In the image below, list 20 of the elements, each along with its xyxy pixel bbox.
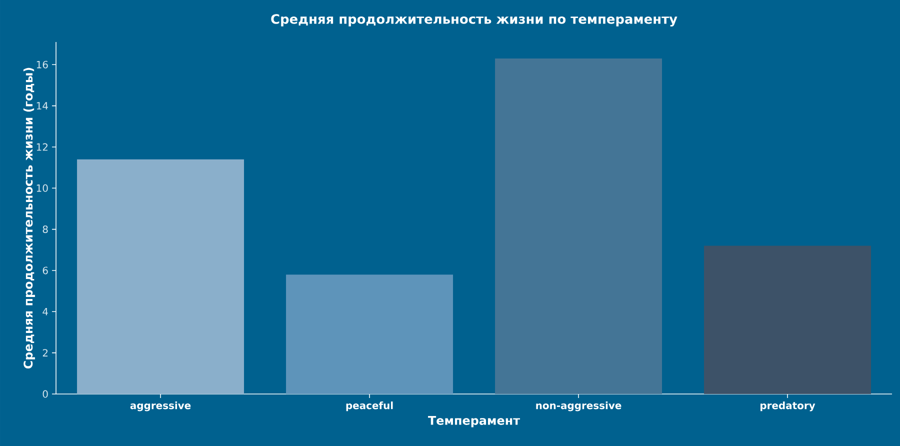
y-tick-label: 4 [42, 308, 48, 316]
y-tick-label: 2 [42, 349, 48, 357]
chart-title: Средняя продолжительность жизни по темпераменту [271, 14, 678, 26]
x-axis-title: Темперамент [428, 416, 520, 428]
y-tick-label: 14 [36, 102, 48, 110]
bar [495, 58, 662, 394]
x-tick-label: peaceful [346, 401, 393, 412]
bar [704, 246, 872, 394]
y-tick-label: 8 [42, 226, 48, 234]
x-tick-label: non-aggressive [536, 401, 622, 412]
y-tick-label: 0 [42, 390, 48, 398]
bar [77, 159, 244, 394]
y-tick-label: 10 [36, 184, 48, 192]
x-tick-label: predatory [760, 401, 816, 412]
x-tick-label: aggressive [130, 401, 191, 412]
y-tick-label: 16 [36, 60, 48, 68]
y-axis-title: Средняя продолжительность жизни (годы) [23, 68, 35, 369]
bar [286, 274, 454, 394]
y-tick-label: 12 [36, 143, 48, 151]
y-tick-label: 6 [42, 266, 48, 274]
